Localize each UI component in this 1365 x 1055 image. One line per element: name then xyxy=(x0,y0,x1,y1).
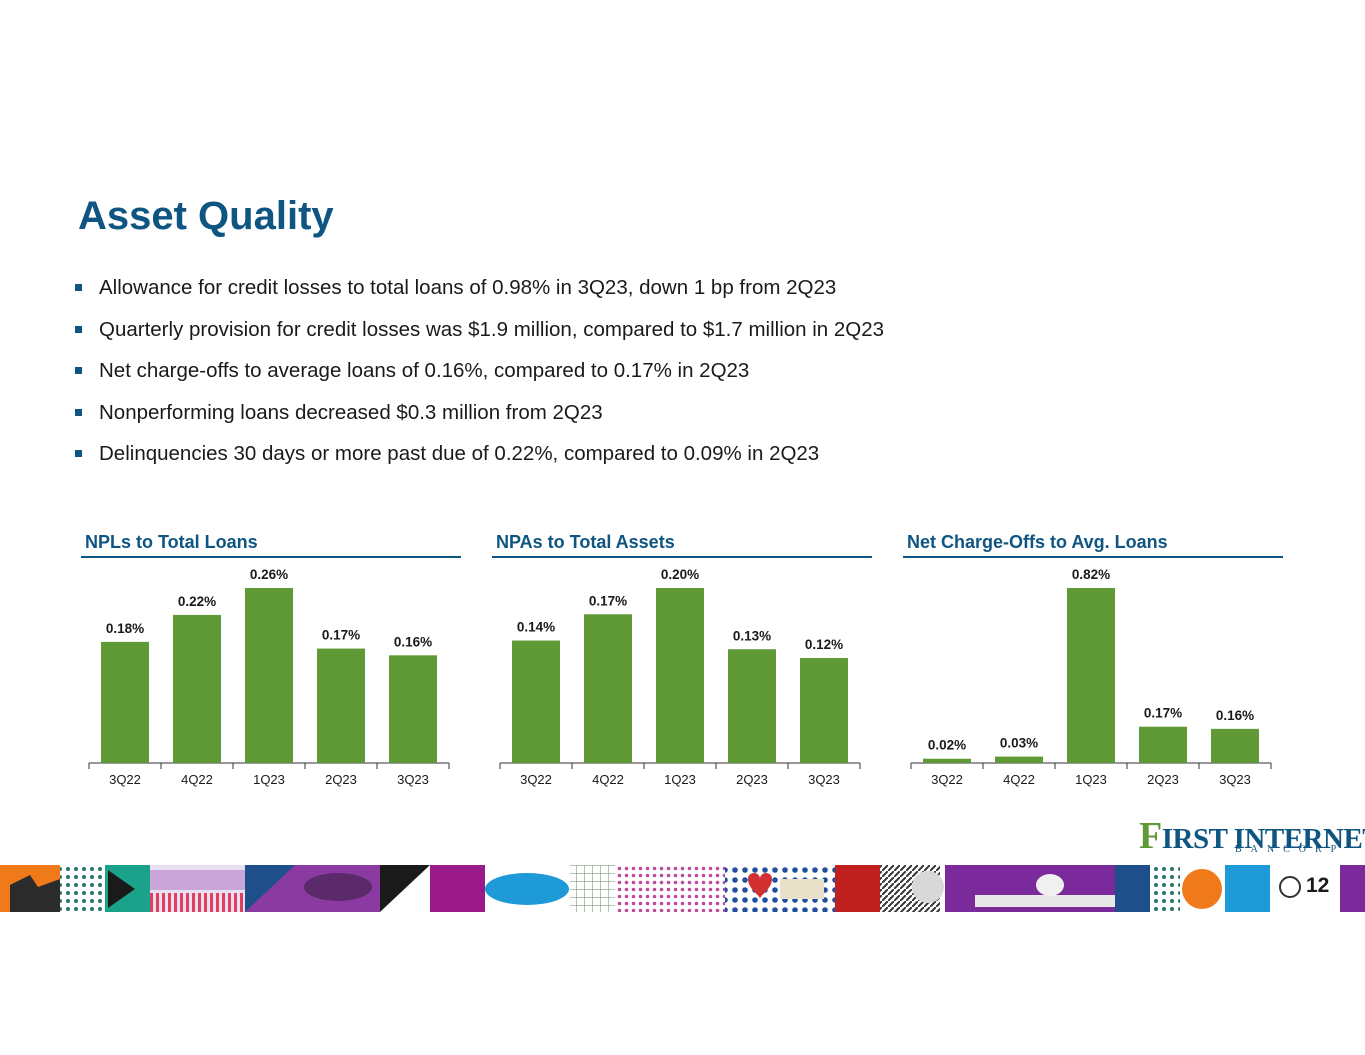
category-label: 1Q23 xyxy=(664,772,696,787)
bar-3q22 xyxy=(512,640,560,763)
category-label: 2Q23 xyxy=(736,772,768,787)
decorative-banner xyxy=(0,865,1365,912)
bar-3q23 xyxy=(389,655,437,763)
category-label: 3Q22 xyxy=(520,772,552,787)
bar-3q23 xyxy=(800,658,848,763)
data-label: 0.22% xyxy=(178,594,216,609)
bar-2q23 xyxy=(1139,726,1187,763)
bullet-item: Quarterly provision for credit losses wa… xyxy=(74,316,884,358)
bar-1q23 xyxy=(656,588,704,763)
bullet-marker xyxy=(75,408,82,416)
bullet-text: Delinquencies 30 days or more past due o… xyxy=(99,442,820,466)
chart-title-rule xyxy=(81,556,461,558)
data-label: 0.17% xyxy=(589,593,627,608)
logo-initial: F xyxy=(1139,815,1162,857)
data-label: 0.12% xyxy=(805,637,843,652)
chart-title: NPLs to Total Loans xyxy=(85,532,258,552)
category-label: 2Q23 xyxy=(325,772,357,787)
category-label: 1Q23 xyxy=(253,772,285,787)
bullet-item: Allowance for credit losses to total loa… xyxy=(74,274,884,316)
data-label: 0.18% xyxy=(106,621,144,636)
category-label: 4Q22 xyxy=(1003,772,1035,787)
company-logo: FIRST INTERNET BANCORP xyxy=(1139,814,1365,857)
bullet-text: Quarterly provision for credit losses wa… xyxy=(99,317,885,341)
bar-4q22 xyxy=(173,614,221,763)
data-label: 0.14% xyxy=(517,620,555,635)
category-label: 4Q22 xyxy=(592,772,624,787)
bullet-item: Delinquencies 30 days or more past due o… xyxy=(74,440,884,482)
category-label: 1Q23 xyxy=(1075,772,1107,787)
chart-npls-to-total-loans: NPLs to Total Loans 0.18% 3Q22 0.22% 4Q22 0.… xyxy=(81,528,465,798)
bullet-text: Net charge-offs to average loans of 0.16… xyxy=(99,359,750,383)
category-label: 3Q23 xyxy=(808,772,840,787)
bullet-item: Nonperforming loans decreased $0.3 milli… xyxy=(74,399,884,441)
bar-4q22 xyxy=(995,756,1043,763)
category-label: 2Q23 xyxy=(1147,772,1179,787)
bar-3q22 xyxy=(101,641,149,763)
bullet-marker xyxy=(75,367,82,375)
data-label: 0.26% xyxy=(250,567,288,582)
category-label: 3Q23 xyxy=(397,772,429,787)
bar-2q23 xyxy=(317,648,365,763)
bullet-list: Allowance for credit losses to total loa… xyxy=(74,274,884,482)
page-number: 12 xyxy=(1306,874,1330,897)
data-label: 0.82% xyxy=(1072,567,1110,582)
logo-subtitle: BANCORP xyxy=(1235,844,1346,855)
bar-chart: 0.14% 3Q22 0.17% 4Q22 0.20% 1Q23 0.13% 2Q23 0.12… xyxy=(499,567,861,787)
data-label: 0.16% xyxy=(1216,708,1254,723)
chart-title-rule xyxy=(903,556,1283,558)
data-label: 0.17% xyxy=(1144,706,1182,721)
bullet-text: Nonperforming loans decreased $0.3 milli… xyxy=(99,400,603,424)
category-label: 4Q22 xyxy=(181,772,213,787)
slide-title: Asset Quality xyxy=(78,194,334,238)
bullet-item: Net charge-offs to average loans of 0.16… xyxy=(74,357,884,399)
chart-title-rule xyxy=(492,556,872,558)
chart-title: Net Charge-Offs to Avg. Loans xyxy=(907,532,1168,552)
bullet-marker xyxy=(75,325,82,333)
bar-3q22 xyxy=(923,758,971,763)
data-label: 0.20% xyxy=(661,567,699,582)
bar-1q23 xyxy=(245,588,293,763)
bar-2q23 xyxy=(728,649,776,763)
data-label: 0.03% xyxy=(1000,736,1038,751)
category-label: 3Q23 xyxy=(1219,772,1251,787)
data-label: 0.16% xyxy=(394,634,432,649)
logo-wordmark: FIRST INTERNET xyxy=(1139,814,1365,858)
data-label: 0.13% xyxy=(733,628,771,643)
chart-title: NPAs to Total Assets xyxy=(496,532,675,552)
chart-npas-to-total-assets: NPAs to Total Assets 0.14% 3Q22 0.17% 4Q22 0… xyxy=(492,528,876,798)
bar-chart: 0.02% 3Q22 0.03% 4Q22 0.82% 1Q23 0.17% 2Q23 0.16… xyxy=(910,567,1272,787)
bar-3q23 xyxy=(1211,728,1259,763)
data-label: 0.17% xyxy=(322,628,360,643)
bullet-text: Allowance for credit losses to total loa… xyxy=(99,276,837,299)
category-label: 3Q22 xyxy=(931,772,963,787)
bullet-marker xyxy=(75,284,82,291)
chart-net-charge-offs: Net Charge-Offs to Avg. Loans 0.02% 3Q22 0… xyxy=(903,528,1287,798)
bar-4q22 xyxy=(584,614,632,763)
category-label: 3Q22 xyxy=(109,772,141,787)
bar-1q23 xyxy=(1067,588,1115,763)
data-label: 0.02% xyxy=(928,738,966,753)
logo-word: IRST INTERNET xyxy=(1161,823,1365,855)
bullet-marker xyxy=(75,450,82,458)
bar-chart: 0.18% 3Q22 0.22% 4Q22 0.26% 1Q23 0.17% 2Q23 0.16… xyxy=(88,567,450,787)
